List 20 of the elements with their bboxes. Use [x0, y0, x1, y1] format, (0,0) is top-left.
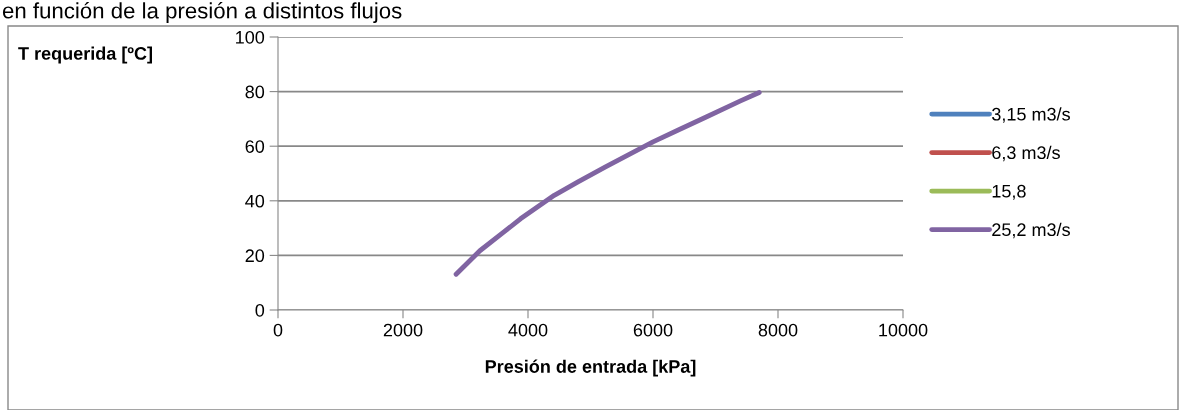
- y-tick-label: 40: [245, 194, 265, 208]
- legend-label: 3,15 m3/s: [992, 107, 1070, 123]
- y-tick-label: 100: [236, 30, 265, 44]
- x-tick-label: 6000: [633, 323, 673, 337]
- y-axis-title: T requerida [ºC]: [18, 46, 152, 64]
- legend-label: 15,8: [992, 184, 1026, 200]
- y-tick-label: 0: [255, 303, 265, 317]
- x-tick-label: 4000: [508, 323, 548, 337]
- y-tick-label: 80: [245, 85, 265, 99]
- x-tick-label: 10000: [879, 323, 928, 337]
- y-tick-label: 60: [245, 140, 265, 153]
- y-tick-label: 20: [245, 249, 265, 263]
- legend-label: 25,2 m3/s: [992, 222, 1070, 239]
- x-tick-label: 0: [273, 323, 283, 337]
- x-tick-label: 2000: [383, 323, 423, 337]
- chart-title: en función de la presión a distintos flujos: [2, 2, 402, 23]
- legend-label: 6,3 m3/s: [992, 145, 1060, 162]
- x-tick-label: 8000: [758, 323, 798, 337]
- line-series: [453, 89, 762, 277]
- x-axis-title: Presión de entrada [kPa]: [485, 359, 696, 377]
